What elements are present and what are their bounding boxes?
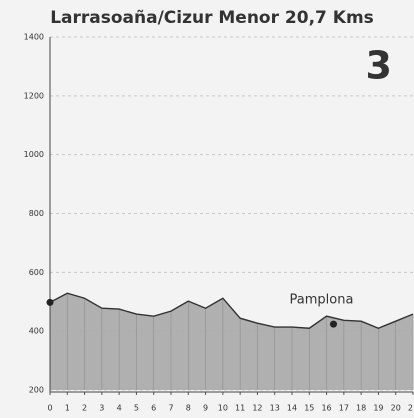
y-tick-label: 1200 [24, 91, 44, 100]
marker [46, 298, 54, 306]
x-tick-label: 10 [218, 404, 228, 413]
x-tick-label: 9 [203, 404, 208, 413]
x-tick-label: 8 [186, 404, 191, 413]
x-tick-label: 6 [151, 404, 156, 413]
x-tick-label: 2 [82, 404, 87, 413]
x-tick-label: 1 [65, 404, 70, 413]
x-tick-label: 12 [252, 404, 262, 413]
marker-label: Pamplona [290, 293, 354, 308]
x-tick-label: 21 [408, 404, 414, 413]
x-tick-label: 15 [304, 404, 314, 413]
x-tick-label: 14 [287, 404, 297, 413]
x-tick-label: 5 [134, 404, 139, 413]
profile-line [49, 292, 414, 329]
x-tick-label: 11 [235, 404, 245, 413]
x-tick-label: 20 [391, 404, 401, 413]
chart-title: Larrasoaña/Cizur Menor 20,7 Kms [50, 8, 374, 28]
y-tick-label: 800 [29, 209, 44, 218]
area [50, 293, 413, 390]
x-tick-label: 16 [321, 404, 331, 413]
y-tick-label: 600 [29, 268, 44, 277]
x-tick-label: 18 [356, 404, 366, 413]
x-tick-label: 0 [47, 404, 52, 413]
stage-number: 3 [366, 44, 392, 88]
y-tick-label: 1000 [24, 150, 44, 159]
x-tick-label: 17 [339, 404, 349, 413]
marker [329, 320, 337, 328]
x-tick-label: 13 [270, 404, 280, 413]
x-tick-label: 7 [168, 404, 173, 413]
x-tick-label: 4 [117, 404, 122, 413]
y-tick-label: 400 [29, 327, 44, 336]
x-tick-label: 3 [99, 404, 104, 413]
y-tick-label: 1400 [24, 33, 44, 42]
y-tick-label: 200 [29, 386, 44, 395]
x-tick-label: 19 [373, 404, 383, 413]
